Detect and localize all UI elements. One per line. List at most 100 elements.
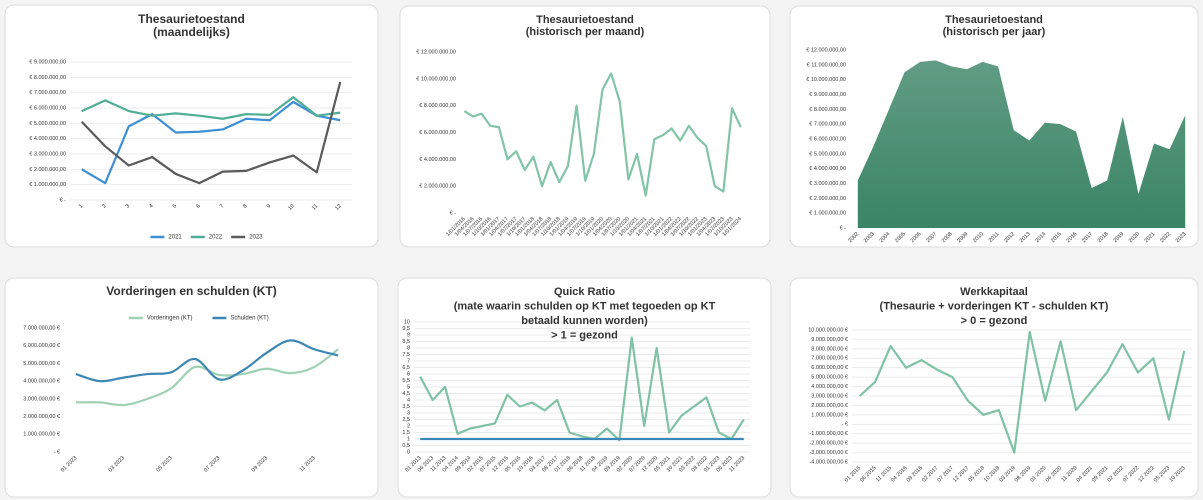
- panel: [397, 277, 772, 498]
- y-tick-label: 1: [407, 436, 410, 442]
- y-tick-label: € 4.000.000,00: [29, 136, 66, 142]
- y-tick-label: € 6.000.000,00: [419, 130, 456, 136]
- line: [81, 96, 341, 120]
- panel: [789, 277, 1199, 498]
- y-tick-label: 4.000.000,00 €: [23, 379, 60, 385]
- chart-title: (maandelijks): [153, 25, 230, 39]
- x-tick-label: 2: [101, 203, 107, 209]
- y-tick-label: 1.000.000,00 €: [23, 432, 60, 438]
- y-tick-label: € 9.000.000,00: [29, 59, 66, 65]
- y-tick-label: € 2.000.000,00: [809, 196, 846, 202]
- y-tick-label: -2.000.000,00 €: [809, 441, 848, 447]
- y-tick-label: 6: [407, 371, 410, 377]
- line: [75, 339, 339, 383]
- y-tick-label: -4.000.000,00 €: [809, 459, 848, 465]
- y-tick-label: 6,5: [402, 365, 410, 371]
- y-tick-label: € 4.000.000,00: [809, 166, 846, 172]
- x-tick-label: 9: [266, 203, 272, 209]
- x-tick-label: 6: [195, 203, 201, 209]
- y-tick-label: € 10.000.000,00: [806, 77, 846, 83]
- y-tick-label: € 2.000.000,00: [419, 184, 456, 190]
- y-tick-label: € 8.000.000,00: [419, 103, 456, 109]
- chart-title: betaald kunnen worden): [521, 315, 648, 327]
- y-tick-label: 8: [407, 345, 410, 351]
- y-tick-label: 3.000.000,00 €: [811, 393, 848, 399]
- y-tick-label: 3,5: [402, 404, 410, 410]
- chart-title: > 0 = gezond: [961, 315, 1028, 327]
- y-tick-label: 6.000.000,00 €: [811, 365, 848, 371]
- y-tick-label: € 4.000.000,00: [419, 157, 456, 163]
- y-tick-label: 2,5: [402, 417, 410, 423]
- y-tick-label: € 3.000.000,00: [809, 181, 846, 187]
- y-tick-label: 4.000.000,00 €: [811, 384, 848, 390]
- chart-title: > 1 = gezond: [551, 329, 618, 341]
- legend-label: 2022: [209, 235, 223, 241]
- y-tick-label: € 10.000.000,00: [416, 76, 456, 82]
- area: [857, 60, 1186, 229]
- y-tick-label: 0,5: [402, 443, 410, 449]
- line: [419, 336, 745, 442]
- y-tick-label: € 1.000.000,00: [809, 211, 846, 217]
- y-tick-label: - €: [54, 449, 60, 455]
- y-tick-label: 5.000.000,00 €: [811, 375, 848, 381]
- y-tick-label: € 12.000.000,00: [806, 47, 846, 53]
- chart-title: Thesaurietoestand: [536, 14, 634, 26]
- chart-title: (Thesaurie + vorderingen KT - schulden K…: [880, 300, 1109, 312]
- chart-title: (mate waarin schulden op KT met tegoeden…: [454, 300, 716, 312]
- legend-label: Vorderingen (KT): [147, 316, 193, 322]
- y-tick-label: € 6.000.000,00: [29, 105, 66, 111]
- x-tick-label: 5: [172, 203, 178, 209]
- y-tick-label: - €: [842, 422, 848, 428]
- y-tick-label: € 7.000.000,00: [809, 122, 846, 128]
- y-tick-label: 10.000.000,00 €: [808, 327, 848, 333]
- y-tick-label: 5: [407, 384, 410, 390]
- y-tick-label: € 11.000.000,00: [807, 62, 846, 68]
- legend-label: 2021: [168, 235, 182, 241]
- y-tick-label: 5,5: [402, 378, 410, 384]
- y-tick-label: 7.000.000,00 €: [23, 325, 60, 331]
- chart-title: Thesaurietoestand: [945, 14, 1043, 26]
- panel: [4, 4, 379, 248]
- legend-label: 2023: [249, 235, 263, 241]
- line: [858, 330, 1186, 454]
- chart-title: Vorderingen en schulden (KT): [106, 284, 276, 298]
- legend-label: Schulden (KT): [230, 316, 268, 322]
- y-tick-label: € 8.000.000,00: [809, 107, 846, 113]
- y-tick-label: 4: [407, 397, 410, 403]
- y-tick-label: € 7.000.000,00: [29, 90, 66, 96]
- y-tick-label: 7,5: [402, 352, 410, 358]
- y-tick-label: € -: [840, 225, 847, 231]
- y-tick-label: 0: [407, 449, 410, 455]
- x-tick-label: 7: [219, 203, 225, 209]
- chart-title: (historisch per jaar): [943, 26, 1046, 38]
- line: [463, 72, 742, 197]
- y-tick-label: 7.000.000,00 €: [811, 356, 848, 362]
- x-tick-label: 3: [125, 203, 131, 209]
- y-tick-label: 8,5: [402, 339, 410, 345]
- y-tick-label: 6.000.000,00 €: [23, 343, 60, 349]
- line: [80, 81, 342, 185]
- x-tick-label: 1: [78, 203, 84, 209]
- y-tick-label: € 12.000.000,00: [416, 49, 456, 55]
- x-tick-label: 4: [148, 203, 154, 209]
- chart-title: Thesaurietoestand: [138, 12, 245, 26]
- x-tick-label: 8: [242, 203, 248, 209]
- y-tick-label: -3.000.000,00 €: [809, 450, 848, 456]
- y-tick-label: € 2.000.000,00: [29, 167, 66, 173]
- panel: [399, 5, 771, 248]
- y-tick-label: 9,5: [402, 326, 410, 332]
- chart-title: Quick Ratio: [554, 286, 615, 298]
- y-tick-label: € -: [450, 210, 457, 216]
- x-tick-label: 12: [334, 203, 343, 212]
- y-tick-label: € 5.000.000,00: [809, 151, 846, 157]
- y-tick-label: 2.000.000,00 €: [811, 403, 848, 409]
- y-tick-label: 9: [407, 332, 410, 338]
- y-tick-label: 2: [407, 423, 410, 429]
- y-tick-label: 1.000.000,00 €: [811, 412, 848, 418]
- y-tick-label: 2.000.000,00 €: [23, 414, 60, 420]
- y-tick-label: 7: [407, 358, 410, 364]
- y-tick-label: € 3.000.000,00: [29, 151, 66, 157]
- y-tick-label: 4,5: [402, 391, 410, 397]
- line: [81, 100, 341, 185]
